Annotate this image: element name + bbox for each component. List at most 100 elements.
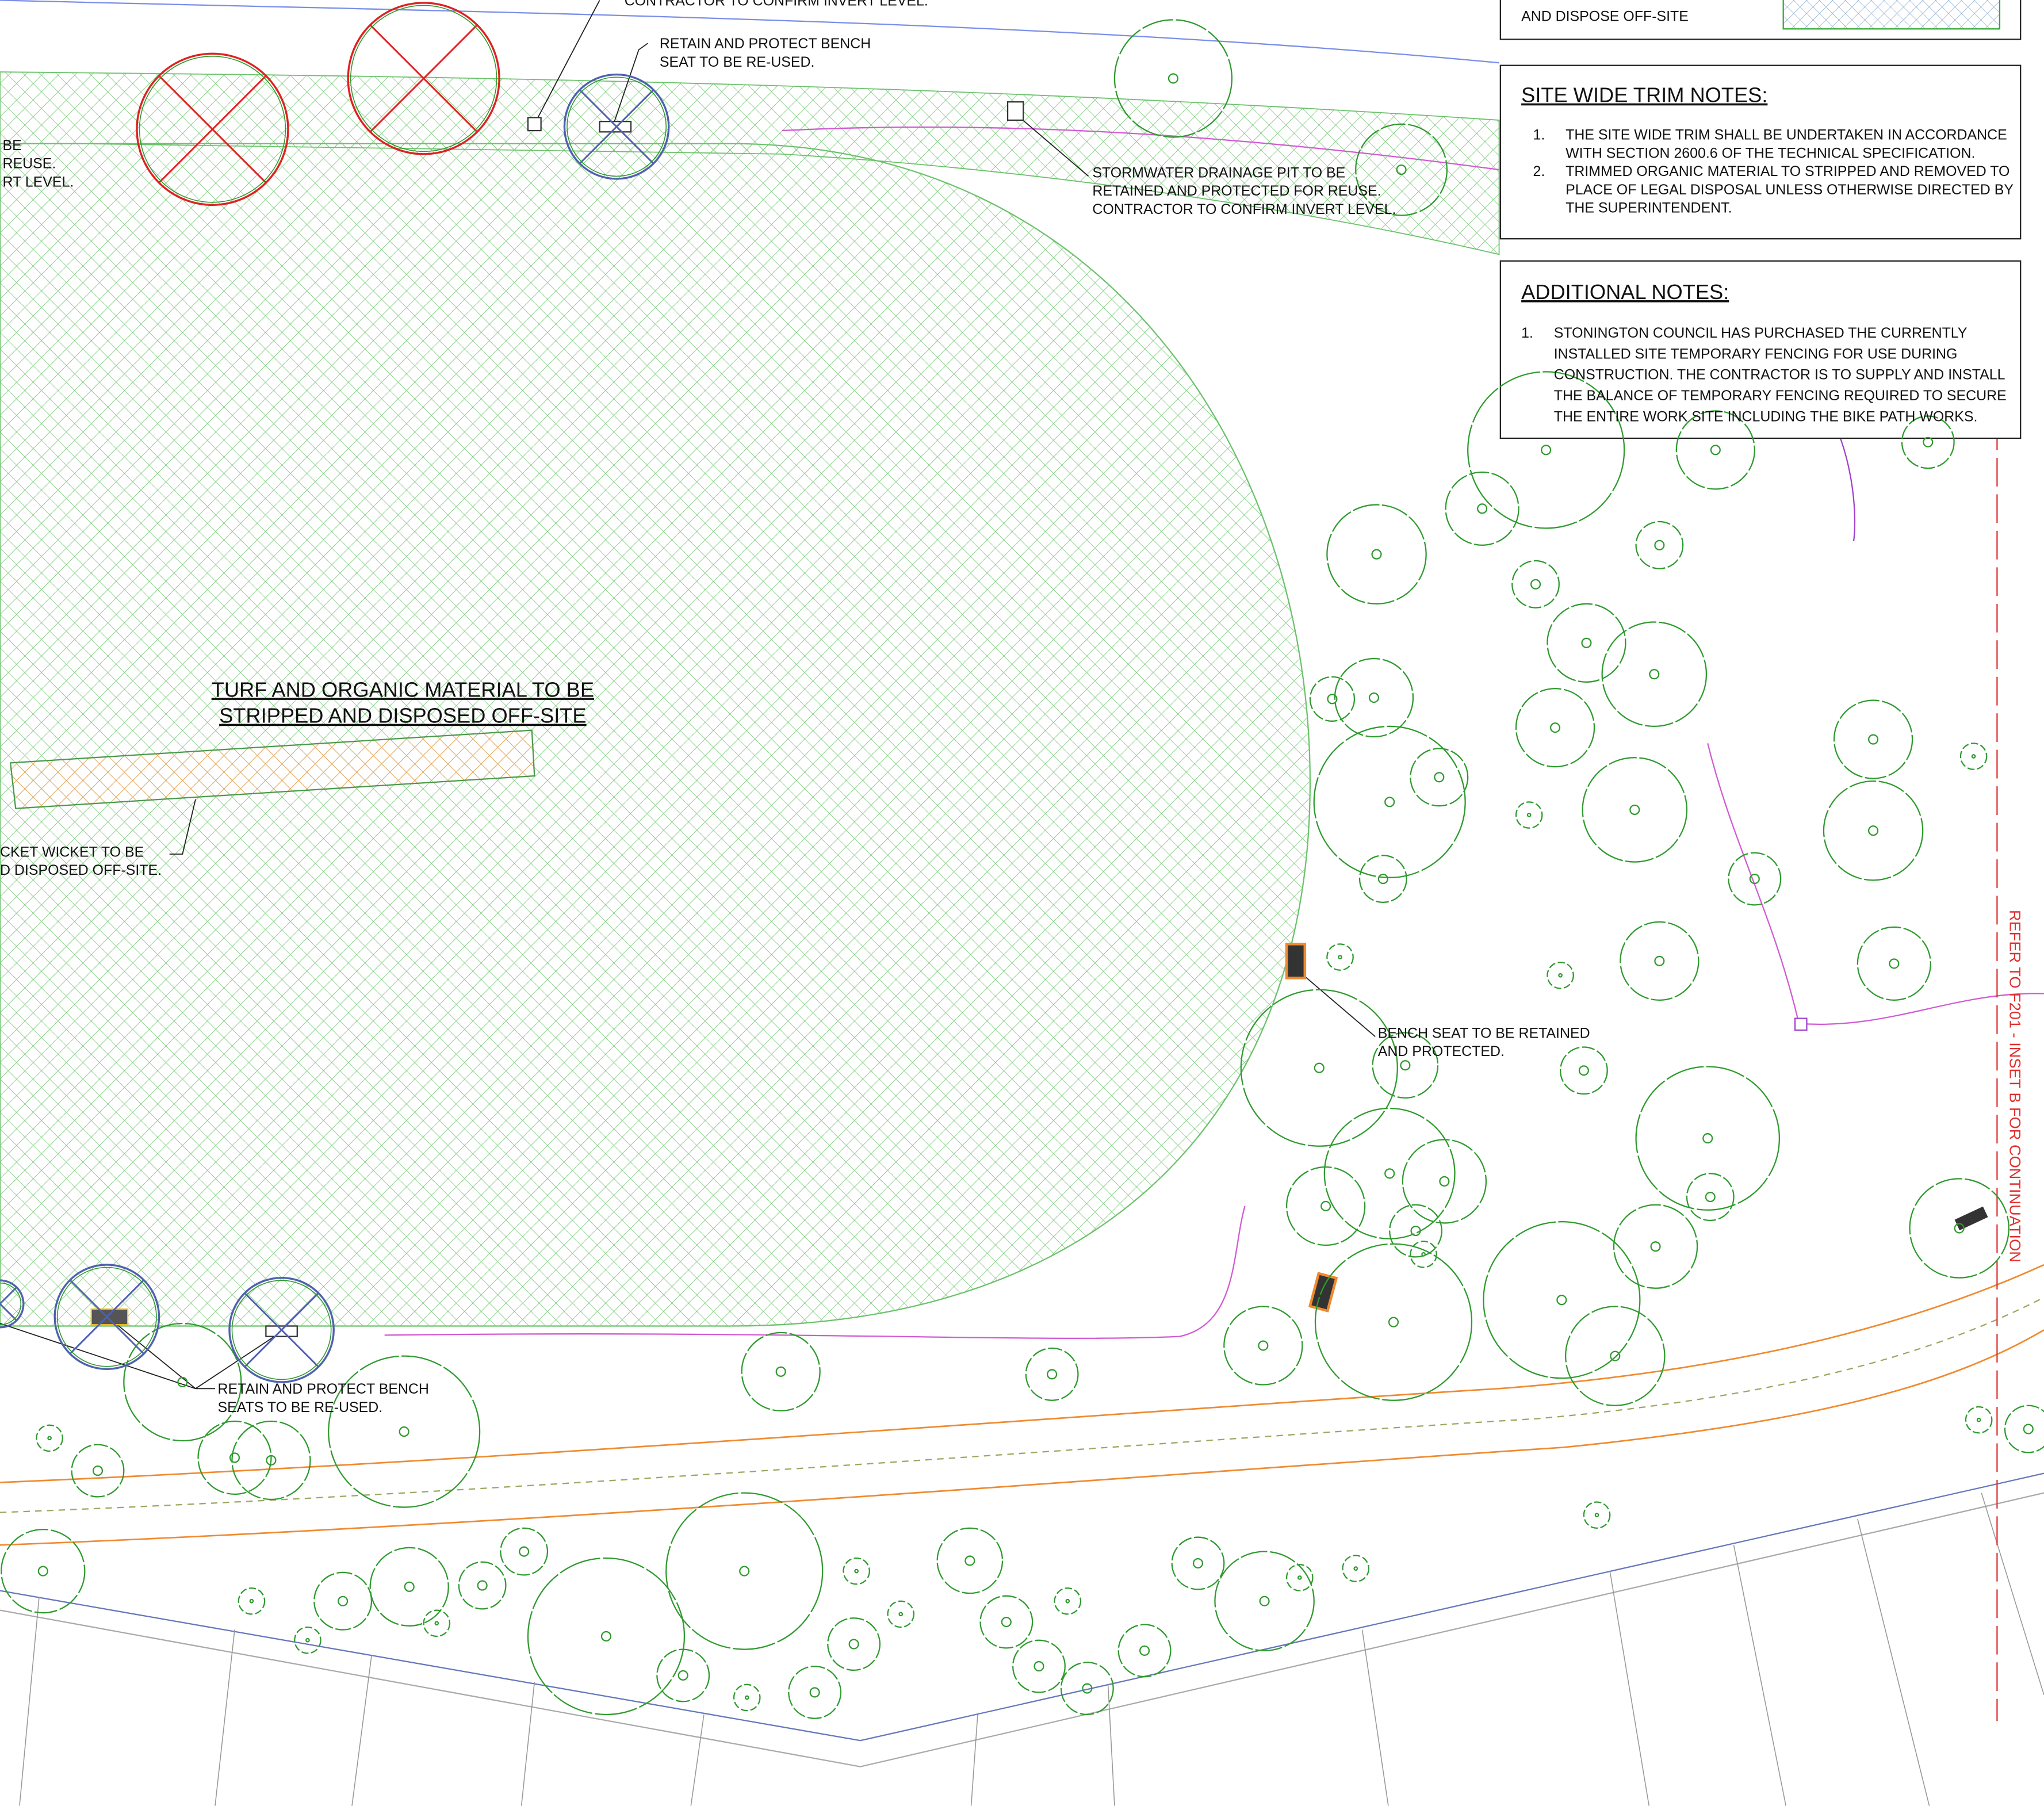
tree [1390, 1205, 1442, 1257]
continuation-note: REFER TO F201 - INSET B FOR CONTINUATION [2007, 910, 2024, 1262]
tree-centre [1559, 974, 1561, 977]
tree-centre [1047, 1369, 1057, 1379]
tree-centre [1260, 1597, 1269, 1606]
note-line: INSTALLED SITE TEMPORARY FENCING FOR USE… [1554, 346, 1958, 362]
tree [980, 1596, 1032, 1648]
note: SEAT TO BE RE-USED. [660, 54, 815, 70]
tree [1602, 622, 1706, 726]
tree [1403, 1139, 1486, 1223]
note: D DISPOSED OFF-SITE. [0, 862, 162, 878]
tree [1483, 1222, 1640, 1378]
tree-centre [602, 1632, 611, 1641]
legend-text: AND DISPOSE OFF-SITE [1521, 8, 1689, 24]
tree [1343, 1555, 1369, 1581]
tree [1824, 781, 1923, 880]
tree [1327, 944, 1353, 970]
tree-centre [1923, 438, 1932, 447]
tree [1584, 1502, 1610, 1528]
tree [666, 1493, 822, 1650]
tree-centre [745, 1696, 748, 1699]
tree-centre [48, 1437, 51, 1440]
tree [1614, 1205, 1697, 1288]
tree [459, 1562, 506, 1609]
tree [1728, 853, 1781, 905]
tree-centre [965, 1556, 974, 1566]
tree [1516, 802, 1542, 828]
turf-title: TURF AND ORGANIC MATERIAL TO BE [212, 678, 594, 701]
tree-centre [1478, 504, 1487, 513]
tree [1315, 1244, 1472, 1401]
tree-centre [1972, 755, 1975, 757]
tree [1512, 561, 1559, 608]
note-number: 2. [1533, 163, 1545, 179]
note: RETAIN AND PROTECT BENCH [218, 1381, 429, 1397]
tree-centre [1434, 772, 1444, 782]
tree-centre [1750, 874, 1759, 883]
tree [36, 1425, 62, 1451]
tree-centre [1551, 723, 1560, 732]
tree [1834, 701, 1912, 779]
tree [198, 1421, 271, 1494]
note: RT LEVEL. [3, 174, 74, 190]
tree-centre [1528, 813, 1530, 816]
tree-centre [2024, 1425, 2033, 1434]
tree-centre [1140, 1646, 1149, 1655]
tree-centre [1579, 1066, 1588, 1075]
tree-centre [1369, 693, 1379, 702]
tree [1335, 659, 1413, 737]
tree-centre [400, 1427, 409, 1436]
tree [657, 1650, 709, 1702]
tree [1547, 604, 1625, 682]
tree-centre [405, 1582, 414, 1591]
tree [294, 1627, 320, 1653]
tree-centre [1541, 445, 1551, 454]
tree [1172, 1537, 1224, 1590]
tree-centre [1298, 1576, 1301, 1579]
tree [1119, 1625, 1171, 1677]
note: CONTRACTOR TO CONFIRM INVERT LEVEL. [625, 0, 928, 9]
tree-centre [1531, 580, 1540, 589]
tree-centre [1595, 1513, 1598, 1516]
notes-title: SITE WIDE TRIM NOTES: [1521, 83, 1767, 107]
tree [314, 1572, 372, 1630]
notes: SITE WIDE TRIM NOTES: ADDITIONAL NOTES: … [1521, 83, 2014, 425]
tree-centre [250, 1600, 253, 1602]
tree-centre [1711, 445, 1720, 454]
tree [1055, 1588, 1081, 1614]
note-line: WITH SECTION 2600.6 OF THE TECHNICAL SPE… [1565, 145, 1975, 161]
note: BENCH SEAT TO BE RETAINED [1378, 1025, 1590, 1041]
tree-centre [1422, 1253, 1425, 1256]
tree-centre [1610, 1352, 1620, 1361]
turf-title: STRIPPED AND DISPOSED OFF-SITE [219, 704, 587, 728]
tree-centre [435, 1622, 438, 1625]
tree-centre [1703, 1134, 1712, 1143]
tree [239, 1588, 265, 1614]
tree [843, 1558, 869, 1584]
tree-centre [1372, 550, 1381, 559]
tree-centre [1869, 735, 1878, 744]
note: SEATS TO BE RE-USED. [218, 1399, 383, 1415]
tree-centre [1655, 541, 1664, 550]
tree-centre [39, 1567, 48, 1576]
tree [828, 1618, 880, 1670]
note-line: THE BALANCE OF TEMPORARY FENCING REQUIRE… [1554, 388, 2007, 404]
tree-centre [478, 1581, 487, 1590]
page: CONTRACTOR TO CONFIRM INVERT LEVEL. BE R… [0, 0, 2044, 1806]
tree-centre [1035, 1662, 1044, 1671]
tree-centre [1002, 1617, 1011, 1627]
tree-centre [1440, 1177, 1449, 1186]
tree [370, 1548, 449, 1626]
tree-centre [1379, 874, 1388, 883]
tree-centre [849, 1640, 859, 1649]
tree [328, 1356, 480, 1507]
tree-centre [1411, 1226, 1421, 1235]
tree-centre [178, 1378, 187, 1387]
notes-title: ADDITIONAL NOTES: [1521, 280, 1729, 304]
note-line: STONINGTON COUNCIL HAS PURCHASED THE CUR… [1554, 325, 1968, 341]
tree-centre [1706, 1192, 1715, 1202]
note: CONTRACTOR TO CONFIRM INVERT LEVEL. [1092, 201, 1396, 217]
tree [1327, 505, 1426, 604]
tree-centre [1066, 1600, 1069, 1602]
tree [72, 1445, 124, 1497]
tree-centre [899, 1613, 902, 1616]
